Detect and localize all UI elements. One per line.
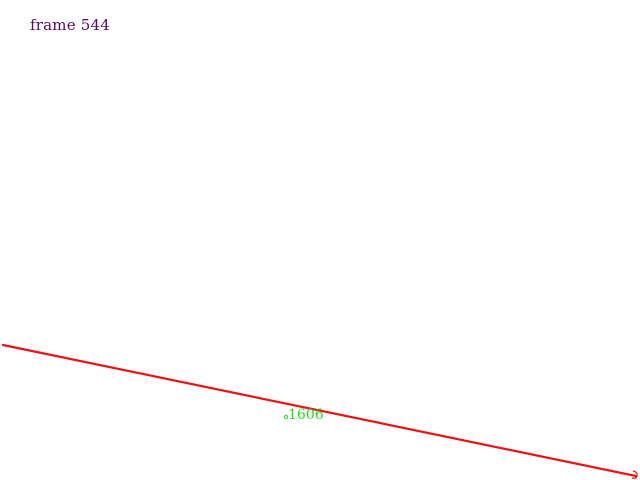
end-cap-glyph	[631, 470, 638, 479]
track-line	[1, 343, 638, 478]
marker-dot	[283, 414, 289, 420]
frame-counter: frame 544	[30, 16, 110, 34]
track-marker: 1606	[283, 407, 324, 423]
marker-value: 1606	[288, 407, 324, 423]
end-marker	[631, 470, 638, 479]
